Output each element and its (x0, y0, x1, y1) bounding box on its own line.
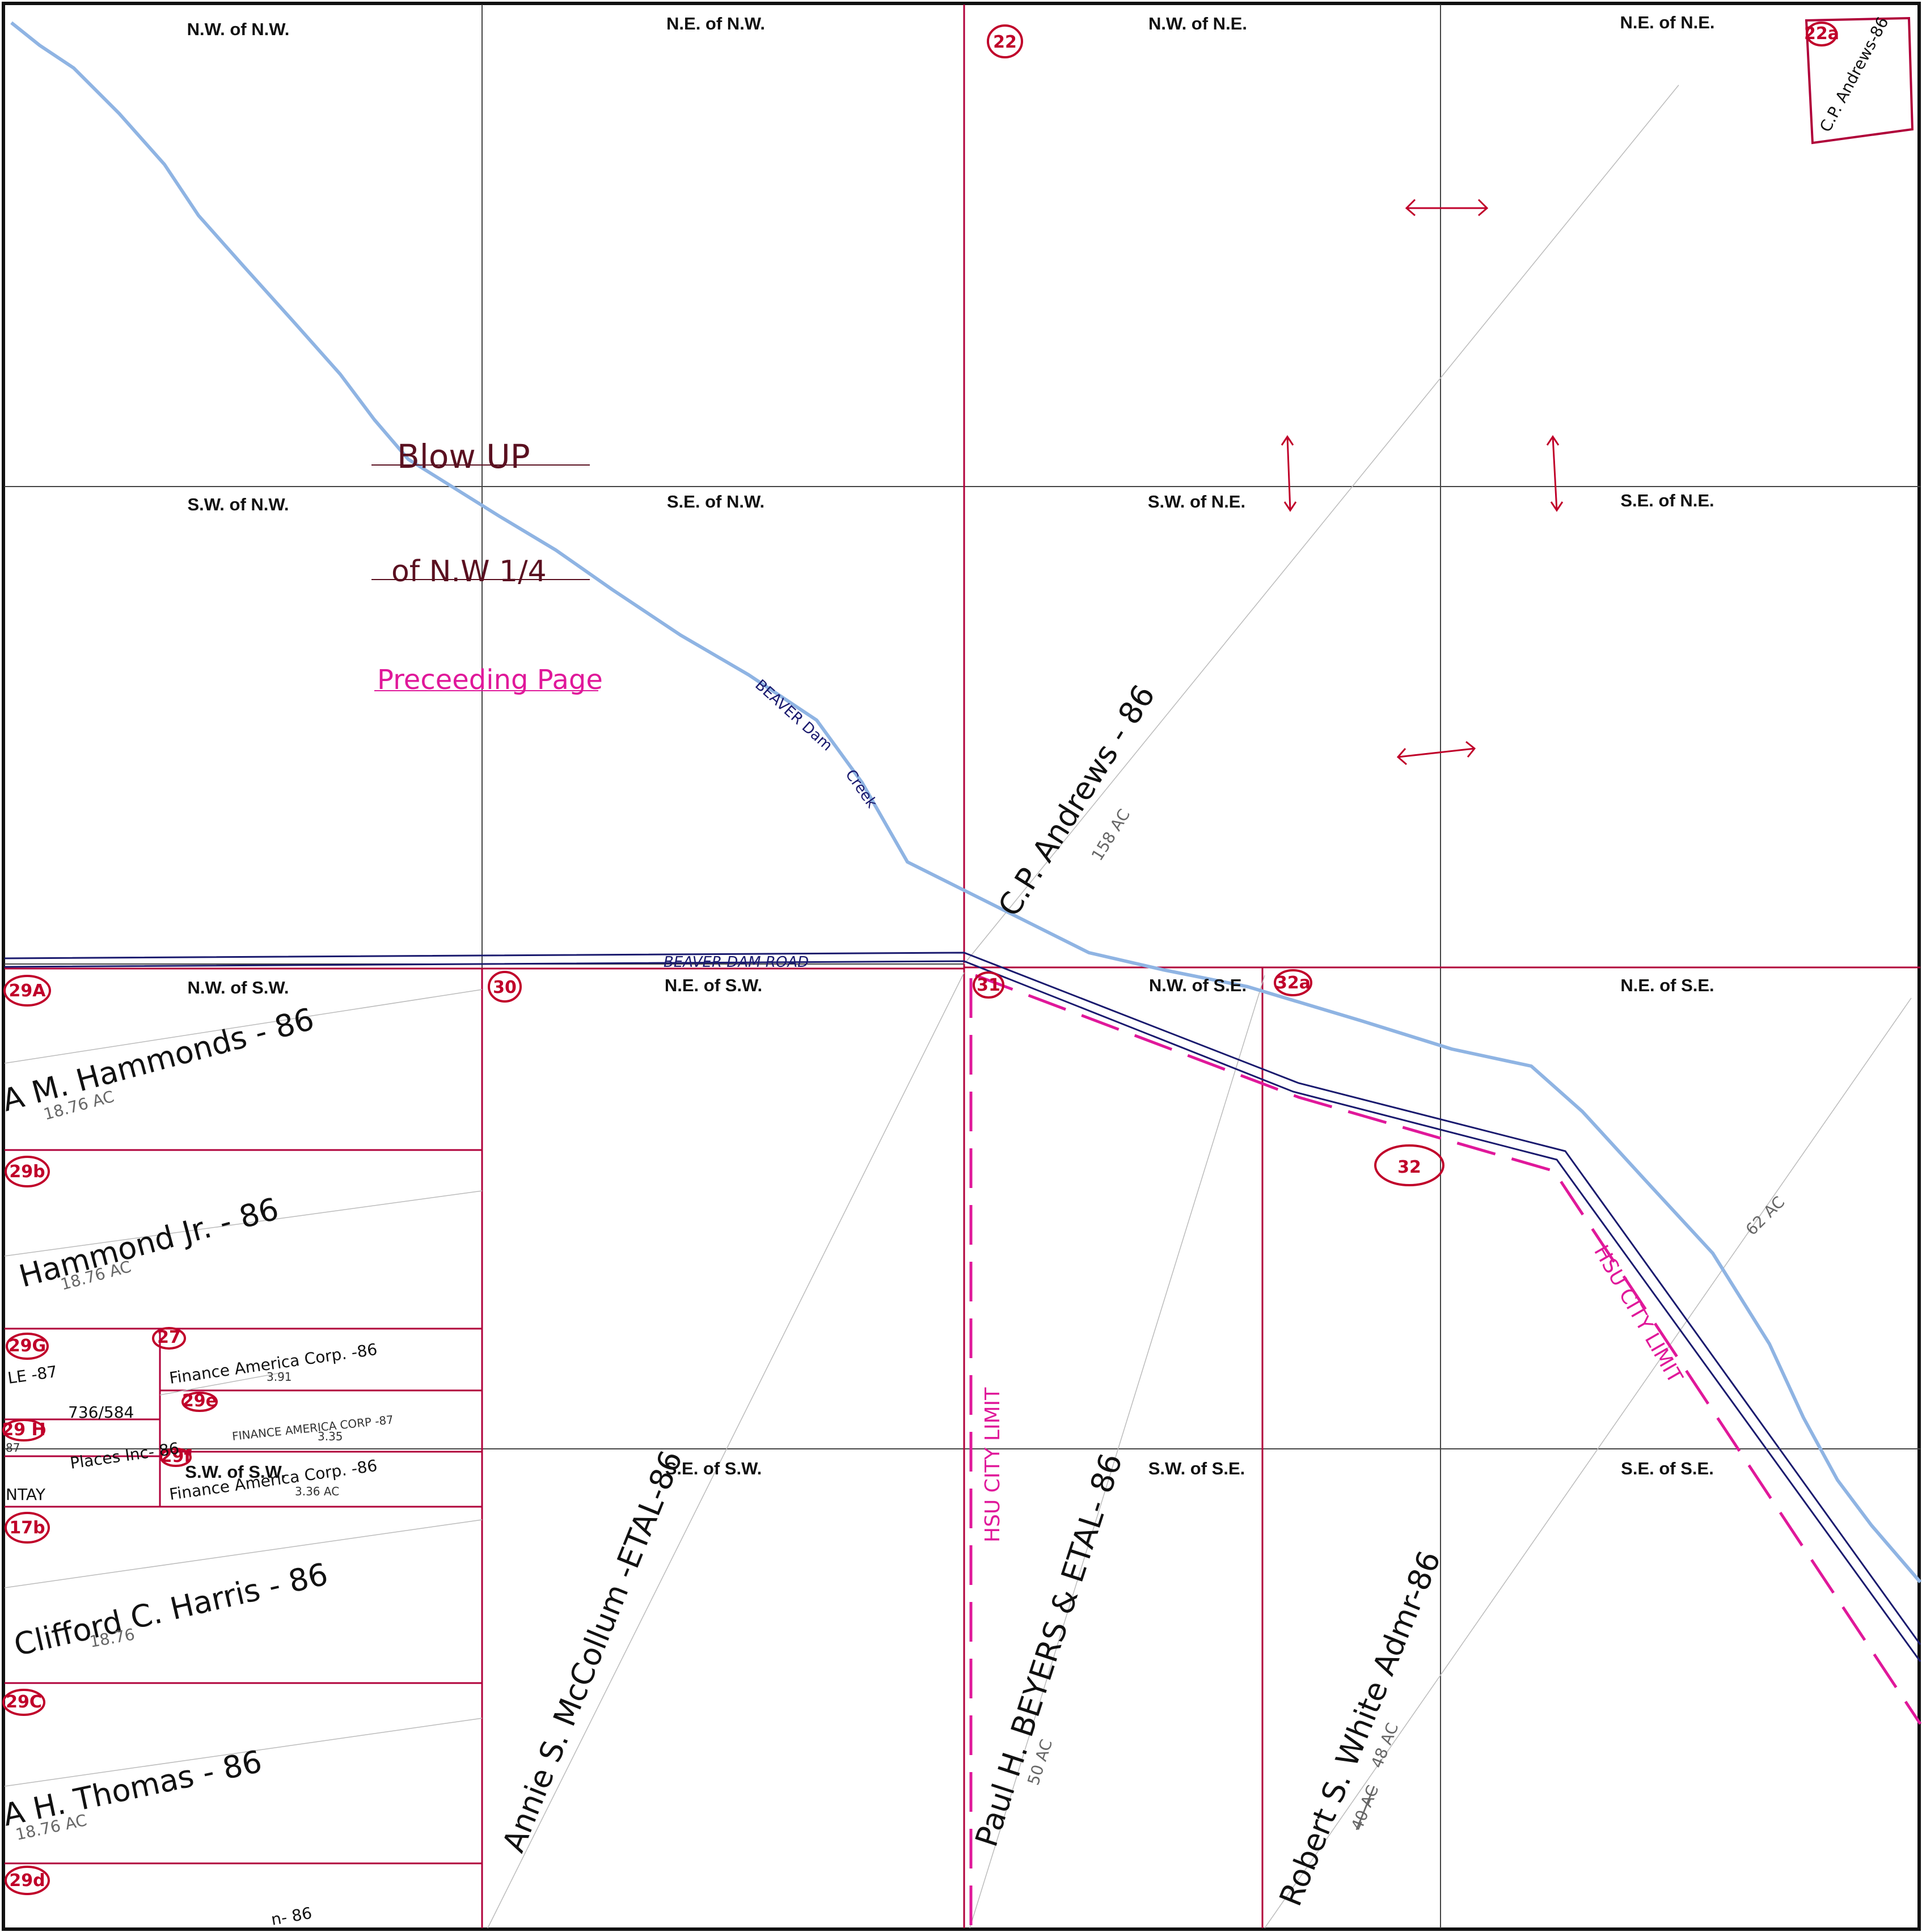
road-label: BEAVER DAM ROAD (664, 954, 809, 971)
owner-finance-1-acres: 3.91 (267, 1370, 292, 1384)
boundary-arrows (1281, 198, 1564, 766)
parcel-22a-box (1805, 16, 1914, 145)
parcel-id-22: 22 (987, 24, 1023, 58)
label-sw-nw: S.W. of N.W. (187, 494, 289, 514)
label-sw-se: S.W. of S.E. (1148, 1458, 1245, 1478)
pencil-diagonals (4, 84, 1912, 1929)
label-se-se: S.E. of S.E. (1621, 1458, 1714, 1478)
label-sw-ne: S.W. of N.E. (1148, 492, 1245, 511)
owner-finance-2-acres: 3.35 (318, 1430, 343, 1443)
note-of-nw: of N.W 1/4 (391, 555, 547, 589)
svg-text:31: 31 (977, 975, 1000, 995)
svg-text:32: 32 (1397, 1157, 1421, 1177)
parcel-id-17b: 17b (5, 1512, 50, 1544)
svg-text:29b: 29b (9, 1162, 45, 1182)
deed-ref: 736/584 (68, 1403, 134, 1422)
owner-ntay: NTAY (6, 1485, 46, 1504)
svg-text:29d: 29d (9, 1871, 45, 1891)
label-nw-sw: N.W. of S.W. (187, 978, 289, 997)
parcel-id-29c: 29C (2, 1689, 45, 1716)
parcel-id-29g: 29G (6, 1333, 49, 1360)
parcel-id-27: 27 (152, 1327, 186, 1350)
parcel-lines (5, 5, 1920, 1928)
label-nw-nw: N.W. of N.W. (187, 19, 290, 39)
label-se-ne: S.E. of N.E. (1620, 491, 1714, 510)
label-sw-sw: S.W. of S.W. (185, 1462, 285, 1482)
label-ne-sw: N.E. of S.W. (665, 975, 762, 995)
owner-finance-3-acres: 3.36 AC (295, 1485, 339, 1498)
parcel-id-30: 30 (488, 971, 522, 1003)
svg-text:29A: 29A (9, 981, 47, 1001)
parcel-id-32a: 32a (1274, 969, 1312, 996)
svg-text:29 H: 29 H (2, 1420, 45, 1440)
parcel-id-31: 31 (973, 971, 1004, 999)
label-ne-nw: N.E. of N.W. (666, 14, 765, 33)
parcel-id-29e: 29e (181, 1391, 218, 1412)
label-nw-se: N.W. of S.E. (1149, 975, 1247, 995)
hsu-city-limit-line (969, 974, 1922, 1928)
label-se-nw: S.E. of N.W. (667, 492, 764, 511)
svg-text:27: 27 (157, 1328, 181, 1347)
beaver-dam-road (4, 952, 1921, 1662)
parcel-id-29h: 29 H (2, 1419, 46, 1441)
svg-text:22a: 22a (1804, 24, 1839, 44)
label-ne-ne: N.E. of N.E. (1620, 12, 1714, 32)
label-se-sw: S.E. of S.W. (665, 1458, 762, 1478)
svg-text:29C: 29C (6, 1692, 42, 1712)
label-ne-se: N.E. of S.E. (1620, 975, 1714, 995)
parcel-id-29f: 29f (160, 1447, 192, 1467)
svg-text:22: 22 (993, 32, 1017, 52)
svg-text:29e: 29e (182, 1391, 217, 1411)
owner-87: 87 (6, 1441, 20, 1455)
note-blow-up: Blow UP (397, 437, 530, 476)
beaver-dam-creek (10, 21, 1922, 1583)
parcel-id-32: 32 (1374, 1144, 1444, 1186)
parcel-id-22a: 22a (1804, 22, 1839, 46)
svg-text:29G: 29G (9, 1336, 46, 1356)
svg-text:30: 30 (493, 978, 517, 997)
svg-text:32a: 32a (1275, 973, 1311, 993)
city-limit-label-vertical: HSU CITY LIMIT (981, 1387, 1004, 1542)
parcel-id-29a: 29A (3, 975, 51, 1007)
parcel-id-29d: 29d (5, 1866, 50, 1895)
parcel-id-29b: 29b (5, 1156, 50, 1187)
svg-text:29f: 29f (160, 1447, 192, 1466)
label-nw-ne: N.W. of N.E. (1148, 14, 1247, 33)
svg-text:17b: 17b (9, 1518, 45, 1538)
